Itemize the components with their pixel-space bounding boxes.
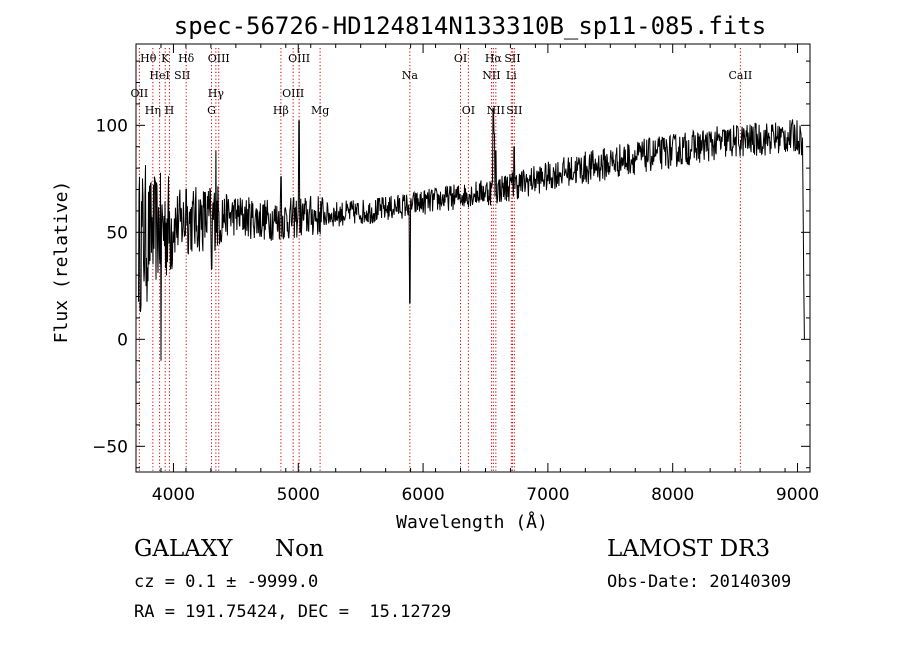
obs-date: Obs-Date: 20140309 [607, 572, 792, 592]
y-tick-label: −50 [92, 437, 128, 457]
spectrum-line [138, 107, 805, 361]
x-tick-label: 6000 [401, 485, 444, 505]
axis-ticks [135, 44, 811, 472]
line-label: OIII [208, 52, 230, 65]
subclass-label: Non [275, 536, 324, 562]
class-label: GALAXY [134, 536, 233, 562]
line-label: Li [506, 69, 517, 82]
line-label: H [165, 104, 175, 117]
line-label: NII [487, 104, 505, 117]
line-label: Hα [485, 52, 503, 65]
chart-title: spec-56726-HD124814N133310B_sp11-085.fit… [174, 12, 766, 40]
line-label: Hγ [208, 87, 225, 100]
y-tick-label: 0 [117, 330, 128, 350]
line-label: OIII [282, 87, 304, 100]
line-labels: OII Hθ Hη HeI K H Hδ SII Hγ G OIII Hβ OIII OIII Mg Na OI… [131, 52, 753, 117]
plot-frame [135, 43, 811, 473]
line-label: G [207, 104, 216, 117]
line-label: CaII [729, 69, 753, 82]
x-tick-label: 9000 [776, 485, 819, 505]
line-label: Hη [145, 104, 161, 117]
line-label: SII [174, 69, 190, 82]
redshift-line: cz = 0.1 ± -9999.0 [134, 572, 319, 592]
line-label: Hθ [140, 52, 157, 65]
coordinates-line: RA = 191.75424, DEC = 15.12729 [134, 602, 452, 622]
line-markers [138, 48, 741, 472]
survey-label: LAMOST DR3 [607, 536, 771, 562]
y-tick-label: 50 [106, 223, 128, 243]
x-axis-label: Wavelength (Å) [396, 511, 548, 533]
line-label: Mg [311, 104, 329, 117]
x-tick-label: 8000 [651, 485, 694, 505]
line-label: Hβ [273, 104, 289, 117]
line-label: Na [402, 69, 419, 82]
axis-tick-labels: 4000 5000 6000 7000 8000 9000 −50 0 50 100 [92, 116, 819, 505]
line-label: SII [506, 104, 522, 117]
y-tick-label: 100 [96, 116, 128, 136]
x-tick-label: 4000 [152, 485, 195, 505]
line-label: HeI [149, 69, 169, 82]
line-label: OI [454, 52, 467, 65]
line-label: OI [462, 104, 475, 117]
x-tick-label: 5000 [277, 485, 320, 505]
x-tick-label: 7000 [526, 485, 569, 505]
line-label: Hδ [178, 52, 195, 65]
line-label: OII [131, 87, 149, 100]
line-label: OIII [288, 52, 310, 65]
line-label: K [161, 52, 170, 65]
line-label: SII [504, 52, 520, 65]
y-axis-label: Flux (relative) [51, 181, 72, 344]
line-label: NII [482, 69, 500, 82]
